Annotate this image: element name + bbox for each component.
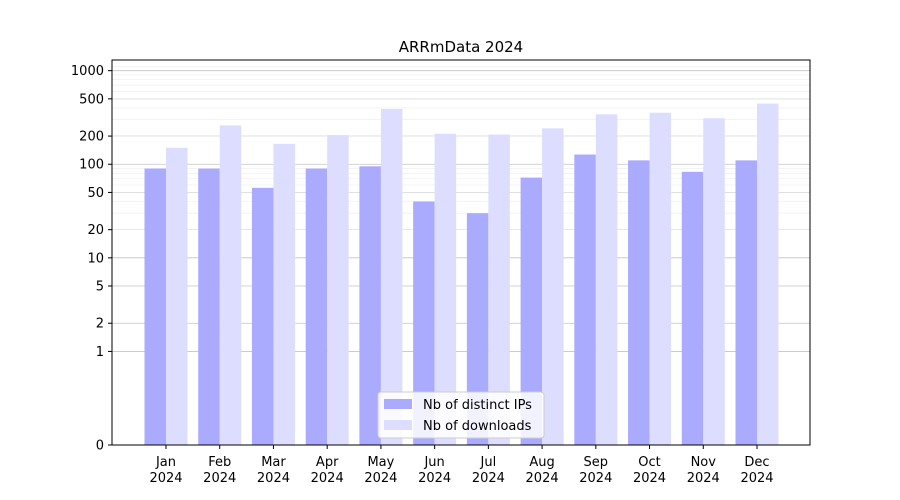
bar-downloads — [380, 108, 403, 446]
legend-swatch-ips — [384, 399, 412, 409]
x-tick-label-month: Jan — [155, 455, 176, 470]
x-tick-label-year: 2024 — [687, 471, 720, 486]
x-tick-label-month: Apr — [316, 455, 339, 470]
x-tick-label-month: Sep — [584, 455, 609, 470]
bar-distinct-ips — [466, 213, 489, 445]
bars — [144, 103, 779, 446]
bar-distinct-ips — [681, 171, 704, 445]
bar-distinct-ips — [628, 160, 650, 445]
x-tick-label-year: 2024 — [740, 471, 773, 486]
bar-distinct-ips — [144, 168, 166, 445]
bar-distinct-ips — [359, 166, 381, 445]
x-axis: Jan2024Feb2024Mar2024Apr2024May2024Jun20… — [149, 445, 774, 486]
x-tick-label-year: 2024 — [579, 471, 612, 486]
bar-downloads — [488, 134, 510, 445]
x-tick-label-month: May — [367, 455, 394, 470]
bar-distinct-ips — [520, 177, 543, 446]
bar-downloads — [542, 128, 564, 445]
y-tick-label: 100 — [79, 158, 104, 173]
x-tick-label-year: 2024 — [418, 471, 451, 486]
x-tick-label-year: 2024 — [311, 471, 344, 486]
bar-downloads — [273, 143, 295, 445]
y-axis: 0 1 2 5 10 20 50 100 200 500 1000 — [71, 64, 112, 454]
x-tick-label-year: 2024 — [203, 471, 236, 486]
x-tick-label-year: 2024 — [149, 471, 182, 486]
x-tick-label-year: 2024 — [472, 471, 505, 486]
legend-box — [377, 391, 545, 439]
bar-distinct-ips — [251, 187, 274, 445]
bar-distinct-ips — [574, 154, 596, 445]
y-tick-label: 50 — [87, 186, 104, 201]
bar-downloads — [166, 147, 188, 445]
x-tick-label-month: Jul — [480, 455, 497, 470]
legend-swatch-downloads — [384, 420, 412, 430]
bar-downloads — [703, 118, 725, 445]
x-tick-label-month: Oct — [638, 455, 660, 470]
chart-title: ARRmData 2024 — [399, 38, 523, 56]
x-tick-label-month: Feb — [208, 455, 231, 470]
legend: Nb of distinct IPs Nb of downloads — [377, 391, 545, 439]
y-tick-label: 200 — [79, 130, 104, 145]
bar-distinct-ips — [735, 160, 757, 445]
x-tick-label-year: 2024 — [526, 471, 559, 486]
plot-frame — [111, 59, 811, 446]
x-tick-label-month: Dec — [744, 455, 769, 470]
y-tick-label: 2 — [96, 317, 104, 332]
bar-downloads — [595, 114, 618, 445]
x-tick-label-year: 2024 — [633, 471, 666, 486]
y-tick-label: 1000 — [71, 64, 104, 79]
legend-label-ips: Nb of distinct IPs — [423, 398, 532, 413]
x-tick-label-year: 2024 — [364, 471, 397, 486]
x-tick-label-month: Aug — [529, 455, 554, 470]
y-tick-label: 20 — [87, 223, 104, 238]
x-tick-label-month: Mar — [261, 455, 286, 470]
x-tick-label-year: 2024 — [257, 471, 290, 486]
bar-downloads — [649, 112, 672, 445]
bar-downloads — [327, 135, 349, 445]
legend-label-downloads: Nb of downloads — [423, 419, 532, 434]
bar-distinct-ips — [198, 168, 220, 445]
bar-distinct-ips — [305, 168, 328, 445]
y-tick-label: 5 — [96, 280, 104, 295]
y-tick-label: 1 — [96, 345, 104, 360]
bar-distinct-ips — [413, 201, 435, 445]
bar-downloads — [757, 103, 779, 446]
x-tick-label-month: Nov — [691, 455, 717, 470]
y-tick-label: 10 — [87, 251, 104, 266]
x-tick-label-month: Jun — [423, 455, 444, 470]
bar-downloads — [219, 125, 242, 445]
y-tick-label: 500 — [79, 92, 104, 107]
y-tick-label: 0 — [96, 439, 104, 454]
bar-downloads — [434, 133, 457, 446]
